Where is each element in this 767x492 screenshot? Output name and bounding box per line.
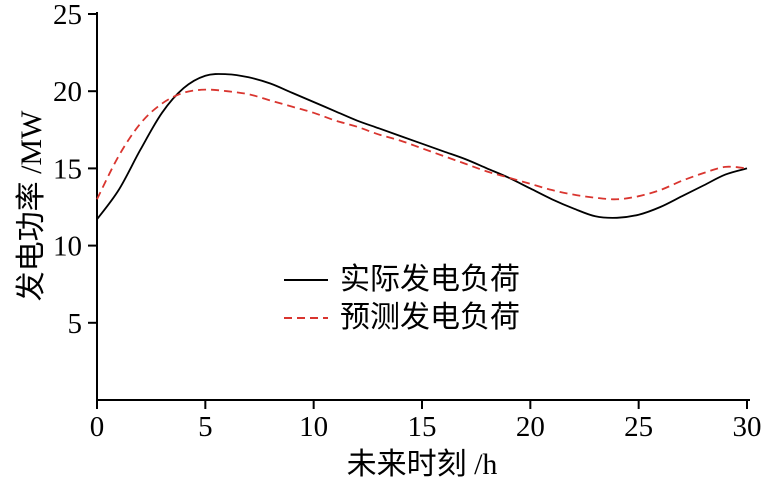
solid-line-swatch — [284, 279, 328, 281]
x-tick-label: 15 — [408, 411, 437, 443]
x-tick-label: 30 — [733, 411, 762, 443]
legend: 实际发电负荷 预测发电负荷 — [282, 263, 520, 335]
legend-label-actual: 实际发电负荷 — [340, 263, 520, 296]
series-line-actual — [96, 73, 748, 220]
x-tick-label: 25 — [624, 411, 653, 443]
y-axis-label: 发电功率 /MW — [15, 110, 48, 302]
legend-label-predicted: 预测发电负荷 — [340, 301, 520, 334]
x-tick-label: 5 — [198, 411, 213, 443]
dashed-line-swatch — [284, 317, 328, 319]
y-tick-label: 15 — [53, 153, 82, 185]
series-line-predicted — [96, 88, 748, 201]
legend-item-predicted: 预测发电负荷 — [282, 301, 520, 335]
x-tick-label: 10 — [299, 411, 328, 443]
x-axis-label: 未来时刻 /h — [346, 448, 498, 481]
y-tick-label: 5 — [68, 308, 83, 340]
y-tick-label: 25 — [53, 0, 82, 31]
y-tick-label: 20 — [53, 76, 82, 108]
y-tick-label: 10 — [53, 231, 82, 263]
x-tick-label: 0 — [90, 411, 105, 443]
x-tick-label: 20 — [516, 411, 545, 443]
legend-item-actual: 实际发电负荷 — [282, 263, 520, 297]
